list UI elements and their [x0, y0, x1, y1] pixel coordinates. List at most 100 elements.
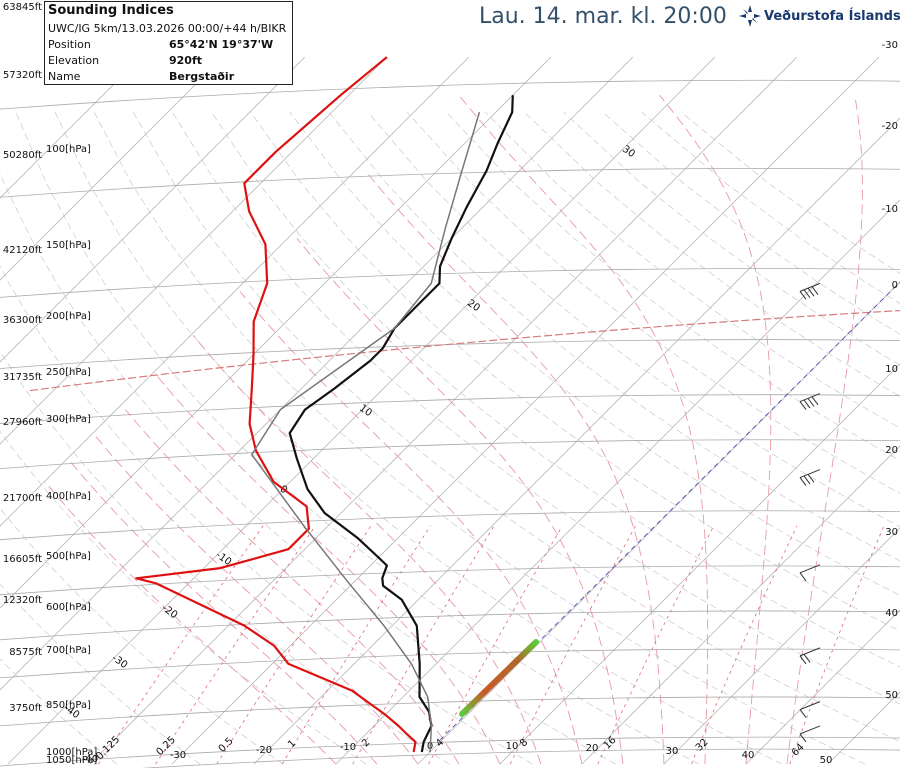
moist-adiabat-line [67, 458, 378, 765]
temperature-tick-label: 50 [820, 755, 833, 766]
brand-name: Veðurstofa Íslands [764, 9, 900, 24]
sounding-info-box: Sounding Indices UWC/IG 5km/13.03.2026 0… [44, 1, 293, 85]
dry-adiabat-line [563, 111, 900, 366]
isotherm-line [0, 56, 224, 281]
isobar-line [0, 510, 900, 541]
isobar-line [0, 167, 900, 198]
pressure-tick-label: 500[hPa] [46, 551, 91, 562]
right-axis-tick-label: -30 [882, 40, 898, 51]
wind-barb-staff [799, 393, 821, 403]
dry-adiabat-line [0, 430, 367, 765]
moist-adiabat-line [192, 334, 542, 765]
wind-barb-staff [799, 469, 821, 478]
temperature-tick-label: -10 [340, 742, 356, 753]
mixing-ratio-tick-label: 32 [694, 737, 711, 754]
height-tick-label: 31735ft [3, 372, 42, 383]
isotherm-line [335, 199, 900, 765]
pressure-tick-label: 1050[hPa] [46, 755, 97, 766]
pressure-tick-label: 200[hPa] [46, 311, 91, 322]
temperature-tick-label: -20 [256, 745, 272, 756]
temperature-line [288, 95, 514, 753]
right-axis-tick-label: -10 [882, 204, 898, 215]
moist-adiabat-line [786, 95, 863, 765]
wind-barb-flag [807, 474, 815, 483]
mixing-ratio-line [98, 525, 264, 765]
height-tick-label: 12320ft [3, 595, 42, 606]
moist-adiabat-line [153, 372, 501, 765]
lcl-indicator [459, 639, 539, 717]
dry-adiabat-line [211, 112, 900, 668]
info-value: Bergstaðir [169, 70, 235, 83]
isobar-line [0, 268, 900, 298]
height-tick-label: 36300ft [3, 315, 42, 326]
info-run: UWC/IG 5km/13.03.2026 00:00/+44 h/BIKR [48, 22, 287, 35]
dry-adiabat-line [0, 658, 118, 765]
moist-adiabat-line [44, 481, 337, 765]
wind-barb-staff [799, 725, 821, 735]
wind-barb-flag [811, 396, 819, 406]
isobar-line [0, 394, 900, 424]
moist-adiabat-line [659, 94, 772, 765]
height-tick-label: 16605ft [3, 554, 42, 565]
mixing-ratio-line [281, 525, 431, 765]
dry-adiabat-line [641, 111, 900, 304]
dry-adiabat-line [0, 350, 450, 765]
info-label: Name [48, 70, 81, 83]
isotherm-line [745, 609, 900, 765]
wind-barb [799, 469, 821, 486]
mixing-ratio-tick-label: 8 [518, 737, 530, 749]
isotherm-line [0, 56, 470, 527]
dry-adiabat-line [328, 111, 900, 562]
isotherm-label: -30 [110, 653, 130, 671]
dry-adiabat-line [485, 111, 900, 429]
dry-adiabat-line [0, 507, 284, 765]
isotherm-line [499, 363, 900, 765]
right-axis-tick-label: 10 [885, 364, 898, 375]
pressure-tick-label: 250[hPa] [46, 367, 91, 378]
pressure-tick-label: 300[hPa] [46, 414, 91, 425]
wind-barb [799, 393, 821, 410]
snowflake-logo-icon [739, 5, 761, 27]
pressure-tick-label: 850[hPa] [46, 700, 91, 711]
height-tick-label: 63845ft [3, 2, 42, 13]
dry-adiabat-line [54, 112, 783, 765]
tropopause-line [29, 309, 900, 392]
isotherm-line [827, 691, 900, 765]
dry-adiabat-line [0, 171, 616, 765]
pressure-tick-label: 150[hPa] [46, 240, 91, 251]
dry-adiabat-line [367, 111, 900, 528]
height-tick-label: 42120ft [3, 245, 42, 256]
wind-barb-staff [799, 282, 821, 292]
isotherm-line [0, 56, 306, 363]
moist-adiabat-line [125, 409, 460, 765]
dry-adiabat-line [0, 583, 201, 765]
isobar-line [0, 610, 900, 641]
wind-barb-flag [803, 475, 811, 485]
pressure-tick-label: 700[hPa] [46, 645, 91, 656]
mixing-ratio-line [352, 525, 495, 765]
wind-barb [799, 701, 821, 718]
temperature-tick-label: -30 [170, 750, 186, 761]
isotherm-label: 20 [465, 298, 482, 314]
dry-adiabat-line [250, 111, 900, 632]
mixing-ratio-line [216, 525, 372, 765]
mixing-ratio-tick-label: 4 [434, 737, 446, 749]
wind-barb-flag [799, 655, 807, 665]
info-value: 920ft [169, 54, 203, 67]
isobar-line [0, 736, 900, 767]
wind-barb-flag [799, 291, 807, 300]
wind-barb-flag [807, 287, 815, 297]
height-tick-label: 3750ft [9, 703, 42, 714]
moist-adiabat-line [239, 291, 583, 765]
wind-barb-flag [799, 477, 807, 486]
isobar-line [0, 79, 900, 110]
wind-barb-flag [799, 733, 807, 743]
valid-time-headline: Lau. 14. mar. kl. 20:00 [479, 4, 727, 29]
height-tick-label: 27960ft [3, 417, 42, 428]
temperature-tick-label: 10 [506, 741, 519, 752]
right-axis-tick-label: -20 [882, 121, 898, 132]
moist-adiabat-line [364, 170, 665, 765]
right-axis-tick-label: 20 [885, 445, 898, 456]
wind-barb [799, 564, 821, 582]
